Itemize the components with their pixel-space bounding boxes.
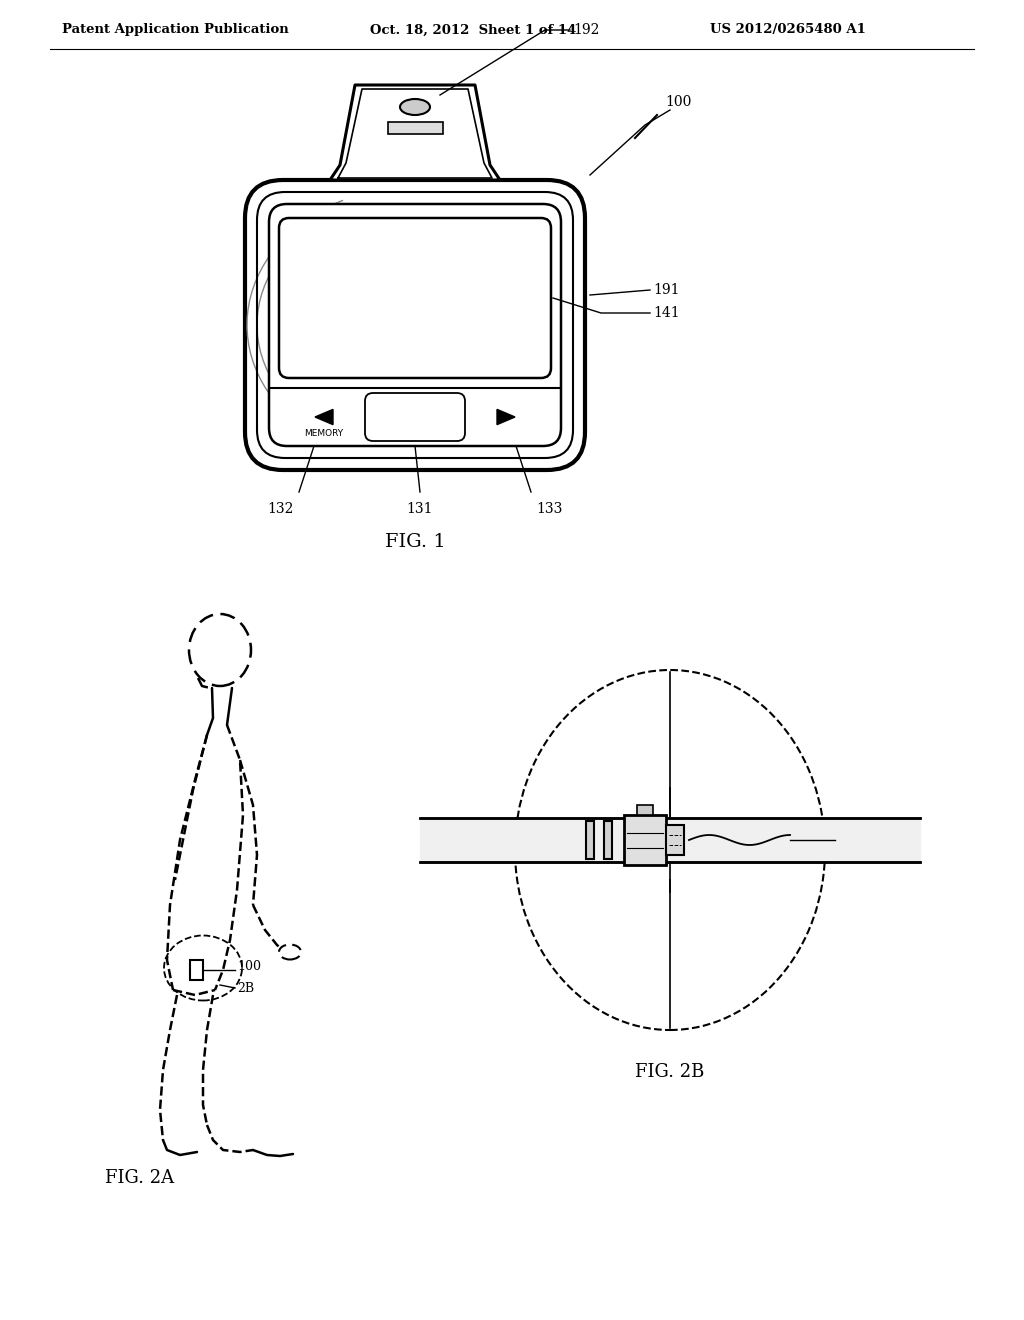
Bar	[637, 805, 653, 814]
FancyBboxPatch shape	[269, 205, 561, 446]
Text: 2B: 2B	[237, 982, 254, 994]
Text: 133: 133	[536, 502, 562, 516]
Polygon shape	[330, 84, 500, 180]
Text: /ENTER: /ENTER	[397, 421, 432, 429]
Text: MEMORY: MEMORY	[304, 429, 344, 438]
Text: CHANGE DISPLAY: CHANGE DISPLAY	[374, 404, 457, 413]
Text: FIG. 2B: FIG. 2B	[635, 1063, 705, 1081]
FancyBboxPatch shape	[245, 180, 585, 470]
Bar	[420, 818, 920, 862]
Text: 100: 100	[838, 832, 864, 845]
Text: 100: 100	[237, 961, 261, 974]
FancyBboxPatch shape	[365, 393, 465, 441]
Polygon shape	[315, 409, 333, 425]
Text: 141: 141	[653, 306, 680, 319]
Polygon shape	[497, 409, 515, 425]
Text: 191: 191	[653, 282, 680, 297]
Text: 131: 131	[407, 502, 433, 516]
Text: 192: 192	[573, 22, 599, 37]
Bar	[387, 121, 442, 133]
Bar	[586, 821, 594, 859]
Bar	[666, 825, 684, 855]
Bar	[190, 960, 203, 979]
Ellipse shape	[189, 614, 251, 686]
Text: FIG. 1: FIG. 1	[385, 533, 445, 550]
Text: 100: 100	[665, 95, 691, 110]
Text: Patent Application Publication: Patent Application Publication	[62, 24, 289, 37]
Text: FIG. 2A: FIG. 2A	[105, 1170, 174, 1187]
Ellipse shape	[279, 945, 301, 960]
Bar	[604, 821, 612, 859]
Text: 132: 132	[267, 502, 294, 516]
Text: Oct. 18, 2012  Sheet 1 of 14: Oct. 18, 2012 Sheet 1 of 14	[370, 24, 577, 37]
Text: US 2012/0265480 A1: US 2012/0265480 A1	[710, 24, 866, 37]
Bar	[624, 814, 666, 865]
Ellipse shape	[400, 99, 430, 115]
Ellipse shape	[515, 671, 825, 1030]
FancyBboxPatch shape	[279, 218, 551, 378]
